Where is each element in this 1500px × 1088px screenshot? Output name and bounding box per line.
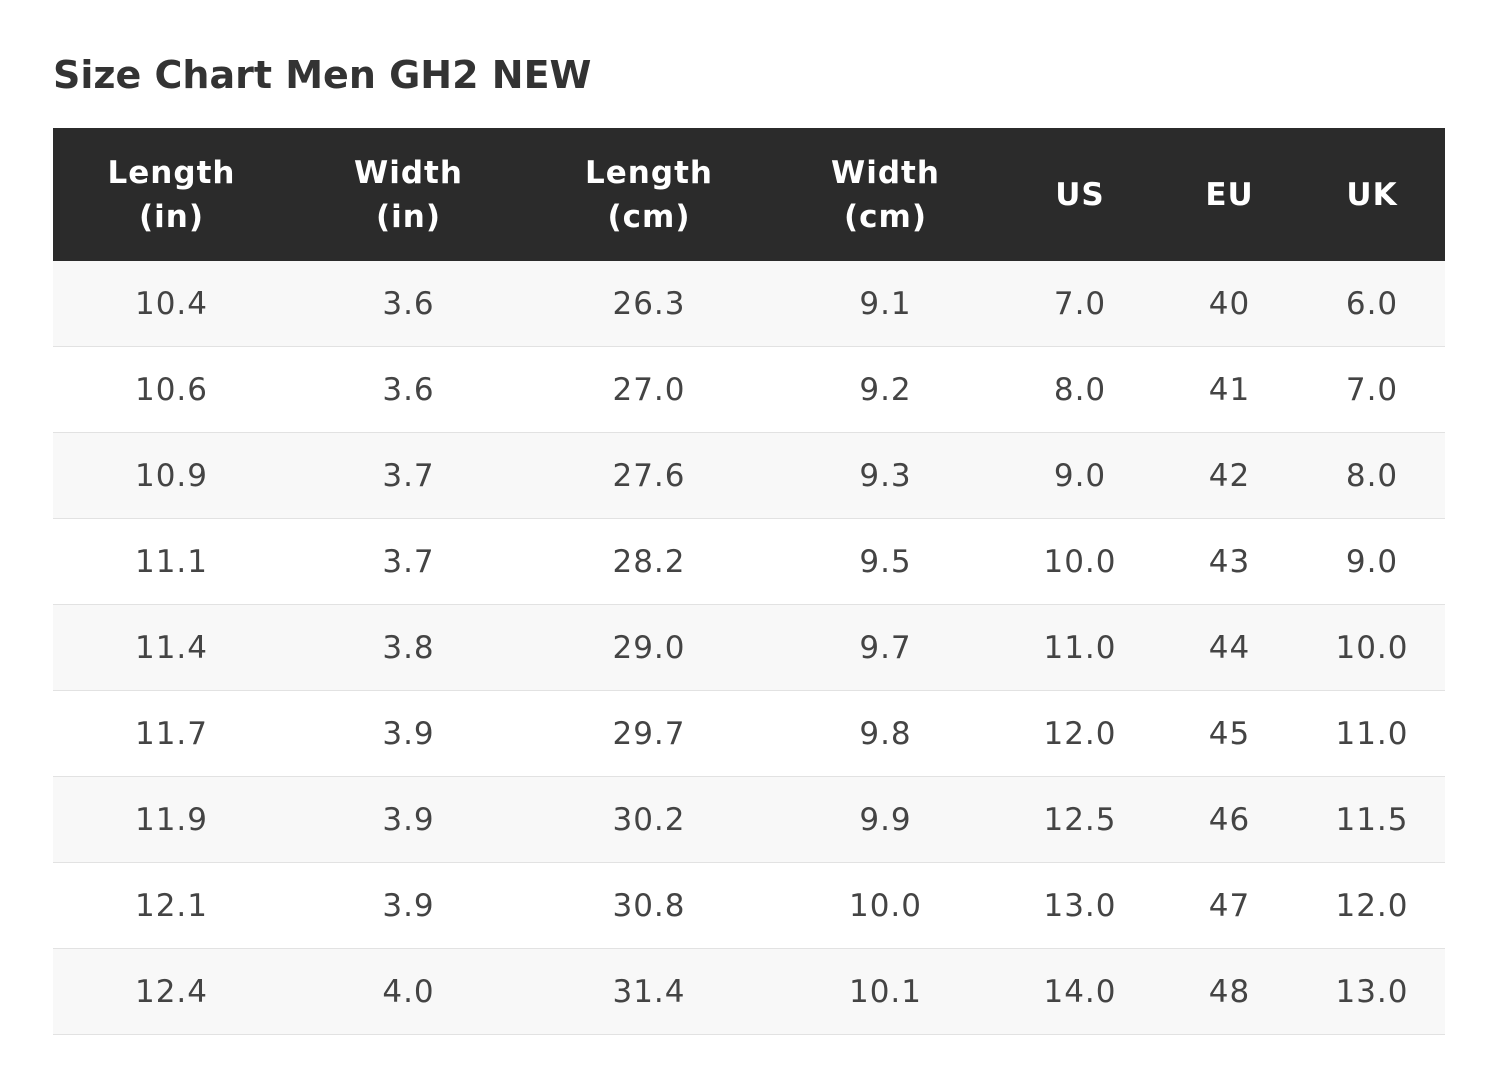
table-cell: 10.9 xyxy=(53,432,290,519)
table-row: 11.9 3.9 30.2 9.9 12.5 46 11.5 xyxy=(53,776,1445,863)
header-cell: Width (cm) xyxy=(771,128,1000,261)
table-cell: 10.0 xyxy=(1299,604,1445,691)
header-line: UK xyxy=(1346,176,1398,213)
table-cell: 11.7 xyxy=(53,690,290,777)
table-cell: 11.4 xyxy=(53,604,290,691)
table-cell: 11.0 xyxy=(1299,690,1445,777)
table-cell: 3.6 xyxy=(290,261,527,347)
table-cell: 13.0 xyxy=(1299,948,1445,1035)
header-line: Width xyxy=(354,154,463,191)
table-cell: 40 xyxy=(1160,261,1299,347)
table-cell: 3.9 xyxy=(290,690,527,777)
table-row: 10.6 3.6 27.0 9.2 8.0 41 7.0 xyxy=(53,346,1445,433)
table-cell: 12.1 xyxy=(53,862,290,949)
table-cell: 11.0 xyxy=(1000,604,1160,691)
table-cell: 12.0 xyxy=(1299,862,1445,949)
table-cell: 44 xyxy=(1160,604,1299,691)
table-cell: 14.0 xyxy=(1000,948,1160,1035)
header-line: (in) xyxy=(138,198,205,235)
table-row: 11.1 3.7 28.2 9.5 10.0 43 9.0 xyxy=(53,518,1445,605)
header-row: Length (in) Width (in) Length (cm) Width (cm) US… xyxy=(53,128,1445,261)
table-cell: 11.1 xyxy=(53,518,290,605)
table-cell: 11.9 xyxy=(53,776,290,863)
table-cell: 3.9 xyxy=(290,862,527,949)
table-cell: 3.7 xyxy=(290,518,527,605)
header-cell: Width (in) xyxy=(290,128,527,261)
table-cell: 27.6 xyxy=(527,432,771,519)
table-cell: 3.9 xyxy=(290,776,527,863)
table-cell: 10.0 xyxy=(1000,518,1160,605)
header-line: Length xyxy=(107,154,236,191)
table-cell: 45 xyxy=(1160,690,1299,777)
table-cell: 27.0 xyxy=(527,346,771,433)
table-cell: 11.5 xyxy=(1299,776,1445,863)
table-cell: 9.8 xyxy=(771,690,1000,777)
table-cell: 41 xyxy=(1160,346,1299,433)
table-cell: 43 xyxy=(1160,518,1299,605)
table-cell: 9.5 xyxy=(771,518,1000,605)
table-cell: 4.0 xyxy=(290,948,527,1035)
table-row: 11.7 3.9 29.7 9.8 12.0 45 11.0 xyxy=(53,690,1445,777)
table-cell: 8.0 xyxy=(1000,346,1160,433)
table-row: 12.1 3.9 30.8 10.0 13.0 47 12.0 xyxy=(53,862,1445,949)
table-cell: 29.0 xyxy=(527,604,771,691)
table-row: 12.4 4.0 31.4 10.1 14.0 48 13.0 xyxy=(53,948,1445,1035)
table-cell: 9.7 xyxy=(771,604,1000,691)
table-cell: 42 xyxy=(1160,432,1299,519)
table-cell: 28.2 xyxy=(527,518,771,605)
size-table: Length (in) Width (in) Length (cm) Width (cm) US… xyxy=(53,128,1445,1035)
table-cell: 30.8 xyxy=(527,862,771,949)
table-row: 10.9 3.7 27.6 9.3 9.0 42 8.0 xyxy=(53,432,1445,519)
table-row: 11.4 3.8 29.0 9.7 11.0 44 10.0 xyxy=(53,604,1445,691)
header-line: (in) xyxy=(375,198,442,235)
header-cell: Length (in) xyxy=(53,128,290,261)
header-cell: Length (cm) xyxy=(527,128,771,261)
header-cell: EU xyxy=(1160,128,1299,261)
header-line: Width xyxy=(831,154,940,191)
header-cell: US xyxy=(1000,128,1160,261)
table-cell: 9.3 xyxy=(771,432,1000,519)
header-line: Length xyxy=(585,154,713,191)
table-cell: 9.0 xyxy=(1299,518,1445,605)
header-cell: UK xyxy=(1299,128,1445,261)
table-cell: 8.0 xyxy=(1299,432,1445,519)
table-cell: 10.0 xyxy=(771,862,1000,949)
table-cell: 12.5 xyxy=(1000,776,1160,863)
table-cell: 3.8 xyxy=(290,604,527,691)
table-cell: 12.4 xyxy=(53,948,290,1035)
table-cell: 9.2 xyxy=(771,346,1000,433)
header-line: EU xyxy=(1205,176,1254,213)
table-cell: 31.4 xyxy=(527,948,771,1035)
table-cell: 10.1 xyxy=(771,948,1000,1035)
table-cell: 10.6 xyxy=(53,346,290,433)
table-cell: 7.0 xyxy=(1000,261,1160,347)
table-body: 10.4 3.6 26.3 9.1 7.0 40 6.0 10.6 3.6 27.0 9.2 8.0 4… xyxy=(53,261,1445,1035)
header-line: (cm) xyxy=(607,198,691,235)
table-cell: 47 xyxy=(1160,862,1299,949)
table-cell: 48 xyxy=(1160,948,1299,1035)
table-cell: 10.4 xyxy=(53,261,290,347)
table-row: 10.4 3.6 26.3 9.1 7.0 40 6.0 xyxy=(53,261,1445,347)
table-cell: 13.0 xyxy=(1000,862,1160,949)
table-cell: 9.9 xyxy=(771,776,1000,863)
table-cell: 3.6 xyxy=(290,346,527,433)
title: Size Chart Men GH2 NEW xyxy=(53,53,592,97)
header-line: US xyxy=(1055,176,1105,213)
table-cell: 29.7 xyxy=(527,690,771,777)
table-cell: 46 xyxy=(1160,776,1299,863)
table-cell: 7.0 xyxy=(1299,346,1445,433)
table-cell: 26.3 xyxy=(527,261,771,347)
table-cell: 9.0 xyxy=(1000,432,1160,519)
table-cell: 30.2 xyxy=(527,776,771,863)
table-cell: 9.1 xyxy=(771,261,1000,347)
table-cell: 3.7 xyxy=(290,432,527,519)
table-cell: 6.0 xyxy=(1299,261,1445,347)
table-cell: 12.0 xyxy=(1000,690,1160,777)
header-line: (cm) xyxy=(843,198,927,235)
